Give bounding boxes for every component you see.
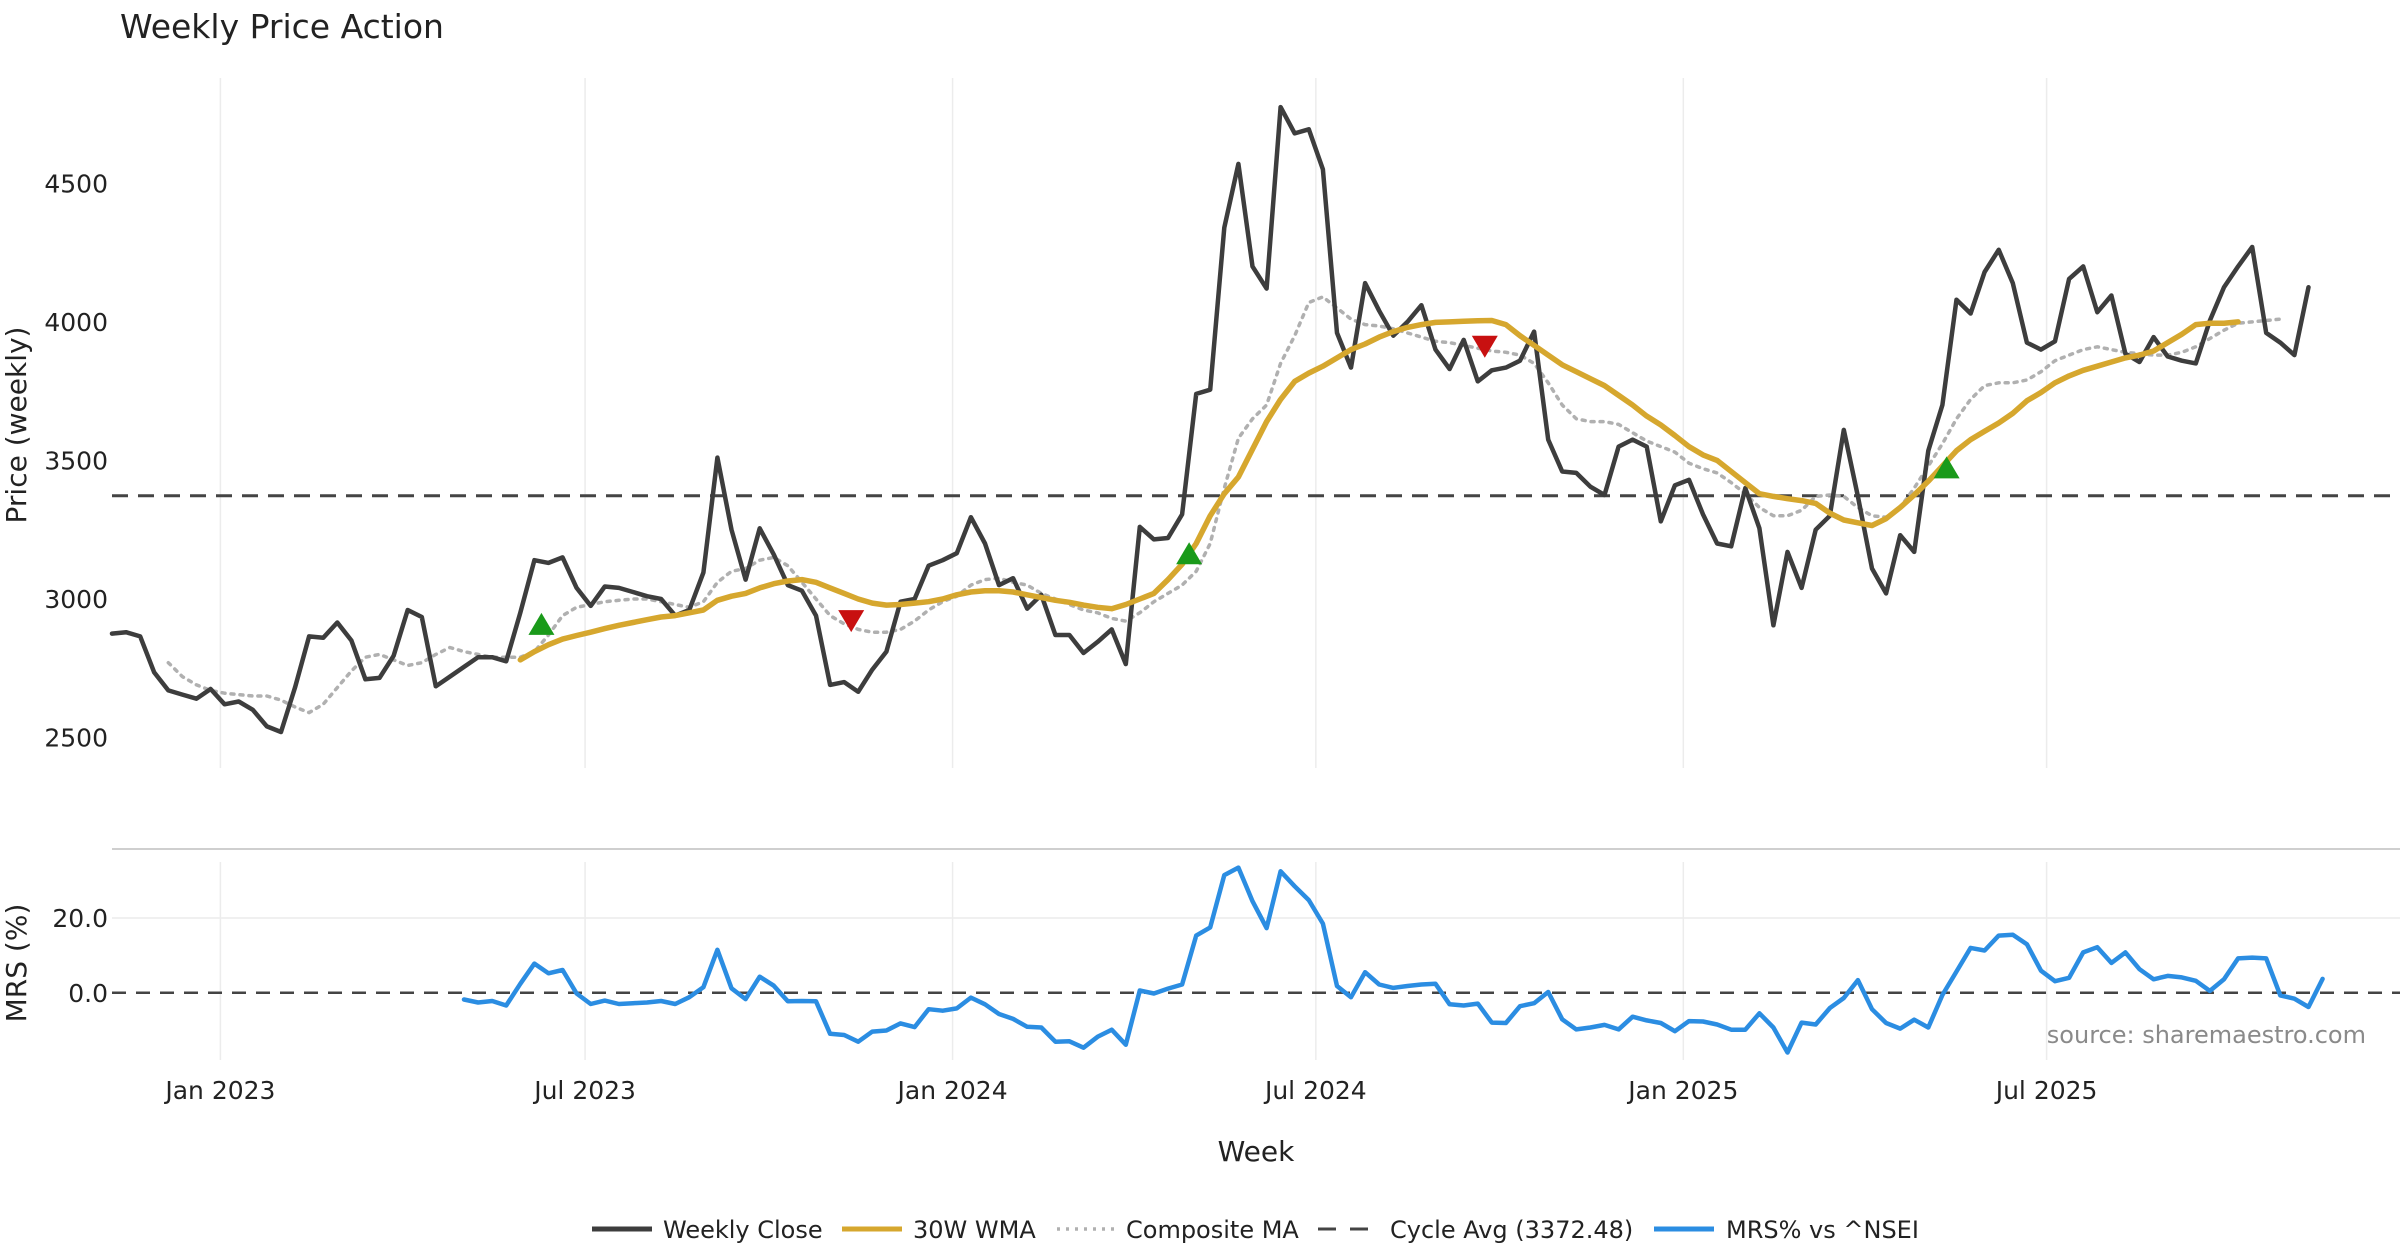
grid-layer	[112, 78, 2400, 1060]
legend-label: MRS% vs ^NSEI	[1726, 1216, 1919, 1244]
buy-signal-marker	[528, 612, 555, 635]
legend-label: Cycle Avg (3372.48)	[1390, 1216, 1633, 1244]
x-axis-title: Week	[1218, 1135, 1295, 1168]
x-tick-label: Jan 2025	[1626, 1076, 1738, 1105]
price-y-tick-label: 4500	[44, 169, 108, 198]
legend-label: Composite MA	[1126, 1216, 1299, 1244]
x-tick-label: Jul 2025	[1994, 1076, 2098, 1105]
mrs-y-axis-title: MRS (%)	[0, 904, 33, 1023]
chart-title: Weekly Price Action	[120, 7, 444, 46]
mrs-y-tick-label: 20.0	[52, 904, 108, 933]
composite-ma-line	[166, 295, 2283, 715]
x-tick-label: Jan 2023	[163, 1076, 275, 1105]
x-tick-label: Jan 2024	[896, 1076, 1008, 1105]
legend-label: 30W WMA	[913, 1216, 1036, 1244]
reference-lines	[112, 494, 2400, 995]
price-y-axis-title: Price (weekly)	[0, 327, 33, 524]
weekly-close-line	[109, 104, 2311, 735]
source-attribution: source: sharemaestro.com	[2047, 1021, 2366, 1049]
signal-markers	[528, 335, 1960, 635]
series-layer	[109, 104, 2325, 1055]
sell-signal-marker	[838, 610, 865, 633]
price-y-tick-label: 3000	[44, 585, 108, 614]
legend: Weekly Close 30W WMA Composite MA Cycle Avg…	[592, 1216, 1919, 1244]
sell-signal-marker	[1471, 335, 1498, 358]
wma-30w-line	[517, 317, 2241, 663]
buy-signal-marker	[1176, 542, 1203, 565]
price-y-tick-label: 2500	[44, 724, 108, 753]
legend-label: Weekly Close	[663, 1216, 823, 1244]
axis-layer: Jan 2023 Jul 2023 Jan 2024 Jul 2024 Jan 2025…	[44, 169, 2097, 1105]
x-tick-label: Jul 2024	[1263, 1076, 1367, 1105]
price-y-tick-label: 4000	[44, 308, 108, 337]
price-y-tick-label: 3500	[44, 446, 108, 475]
x-tick-label: Jul 2023	[532, 1076, 636, 1105]
buy-signal-marker	[1933, 456, 1960, 479]
mrs-y-tick-label: 0.0	[68, 979, 108, 1008]
mrs-line	[461, 865, 2325, 1055]
